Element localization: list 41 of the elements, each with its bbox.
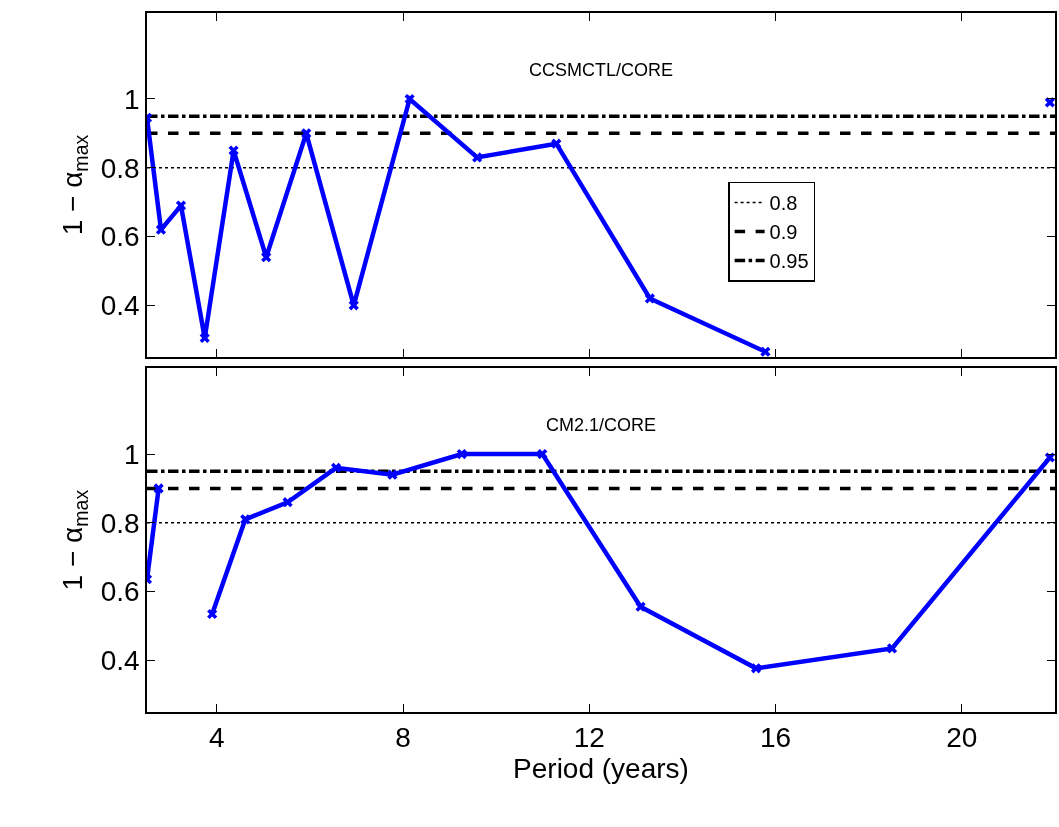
legend-label: 0.9 <box>769 221 798 244</box>
y-tick-label: 0.4 <box>100 290 140 322</box>
y-tick-label: 0.6 <box>100 576 140 608</box>
x-tick-label: 12 <box>573 722 605 754</box>
point <box>228 145 239 156</box>
point <box>301 128 312 139</box>
y-tick-label: 0.8 <box>100 507 140 539</box>
point <box>551 138 562 149</box>
point <box>644 293 655 304</box>
text: CM2.1/CORE <box>546 415 657 435</box>
point <box>760 346 771 357</box>
point <box>404 93 415 105</box>
point <box>472 152 483 163</box>
y-tick-label: 1 <box>124 83 140 115</box>
point <box>330 462 342 473</box>
legend-label: 0.95 <box>769 250 809 273</box>
point <box>207 608 218 620</box>
x-axis-title: Period (years) <box>513 753 689 785</box>
point <box>456 448 467 460</box>
point <box>387 469 398 480</box>
y-tick-label: 1 <box>124 438 140 470</box>
point <box>750 663 762 674</box>
y-tick-label: 0.8 <box>100 152 140 184</box>
point <box>635 601 646 612</box>
y-tick-label: 0.4 <box>100 645 140 677</box>
point <box>348 300 359 311</box>
x-tick-label: 4 <box>209 722 225 754</box>
x-tick-label: 20 <box>946 722 978 754</box>
point <box>240 514 251 525</box>
point <box>886 643 898 654</box>
point <box>282 497 293 508</box>
text: CCSMCTL/CORE <box>529 60 674 80</box>
point <box>199 332 210 344</box>
y-tick-label: 0.6 <box>100 221 140 253</box>
point <box>537 448 548 460</box>
x-tick-label: 8 <box>395 722 411 754</box>
point <box>155 224 167 235</box>
point <box>261 252 272 263</box>
legend-label: 0.8 <box>769 192 798 215</box>
point <box>175 200 187 211</box>
x-tick-label: 16 <box>760 722 792 754</box>
